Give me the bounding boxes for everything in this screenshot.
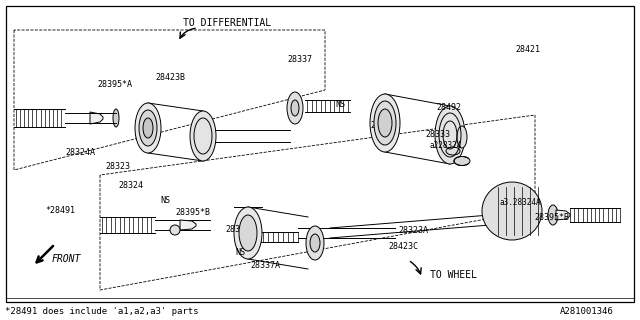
Text: 28423C: 28423C [388,242,418,251]
Text: TO DIFFERENTIAL: TO DIFFERENTIAL [183,18,271,28]
Text: NS: NS [160,196,170,205]
Ellipse shape [287,92,303,124]
Text: 28324: 28324 [118,181,143,190]
Text: a1.: a1. [373,112,387,121]
Text: 28395*B: 28395*B [175,208,210,217]
Text: 28323A: 28323A [398,226,428,235]
Ellipse shape [454,156,470,165]
Text: NS: NS [235,248,245,257]
Ellipse shape [378,109,392,137]
Text: 28335: 28335 [370,121,395,130]
Ellipse shape [234,207,262,259]
Ellipse shape [190,111,216,161]
Ellipse shape [291,100,299,116]
Ellipse shape [135,103,161,153]
Ellipse shape [548,205,558,225]
Text: A281001346: A281001346 [560,307,614,316]
Text: *28491: *28491 [45,206,75,215]
Text: 28324A: 28324A [65,148,95,157]
Ellipse shape [374,101,396,145]
Text: a3.28324A: a3.28324A [500,198,541,207]
Text: NS: NS [335,100,345,109]
Text: 28337: 28337 [287,55,312,64]
Ellipse shape [170,225,180,235]
Ellipse shape [113,109,119,127]
Text: 28423B: 28423B [155,73,185,82]
Ellipse shape [446,147,460,155]
Text: 28395*B: 28395*B [534,213,569,222]
Text: 28337A: 28337A [250,261,280,270]
Polygon shape [556,210,570,220]
Text: TO WHEEL: TO WHEEL [430,270,477,280]
Text: 28333: 28333 [425,130,450,139]
Polygon shape [180,220,196,230]
Ellipse shape [139,110,157,146]
Ellipse shape [370,94,400,152]
Text: *28491 does include 'a1,a2,a3' parts: *28491 does include 'a1,a2,a3' parts [5,307,198,316]
Text: FRONT: FRONT [52,254,81,264]
Ellipse shape [482,182,542,240]
Text: 28333A: 28333A [225,225,255,234]
Ellipse shape [143,118,153,138]
Text: a228324: a228324 [430,141,462,150]
Text: 28492: 28492 [436,103,461,112]
Ellipse shape [457,126,467,148]
Text: 28395*A: 28395*A [97,80,132,89]
Ellipse shape [310,234,320,252]
Polygon shape [90,112,103,124]
Text: 28323: 28323 [105,162,130,171]
Ellipse shape [306,226,324,260]
Text: 28421: 28421 [515,45,540,54]
Ellipse shape [239,215,257,251]
Ellipse shape [435,106,465,164]
